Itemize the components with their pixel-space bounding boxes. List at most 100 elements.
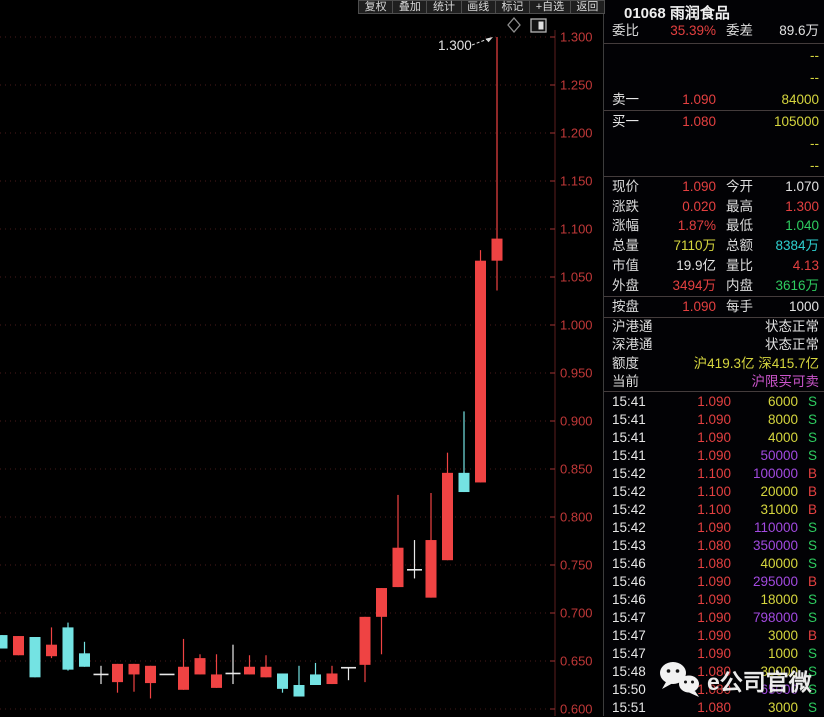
quote-value: 3616万 bbox=[775, 277, 819, 293]
tick-price: 1.100 bbox=[697, 501, 731, 517]
tick-price: 1.080 bbox=[697, 555, 731, 571]
orderbook-row: -- bbox=[604, 133, 824, 155]
quote-value: 3494万 bbox=[672, 277, 716, 293]
tick-price: 1.090 bbox=[697, 591, 731, 607]
toolbar-button-2[interactable]: 叠加 bbox=[392, 0, 428, 14]
quote-label: 量比 bbox=[726, 257, 753, 273]
axis-tick-label: 1.200 bbox=[560, 126, 593, 141]
separator bbox=[604, 317, 824, 318]
candle bbox=[475, 250, 486, 483]
separator bbox=[604, 296, 824, 297]
quote-row: 现价 1.090 今开 1.070 bbox=[604, 177, 824, 197]
orderbook-price: 1.080 bbox=[682, 114, 716, 129]
tick-volume: 4000 bbox=[767, 429, 798, 445]
candle bbox=[194, 654, 206, 675]
tick-side: B bbox=[807, 501, 817, 517]
tick-side: S bbox=[807, 519, 817, 535]
candle bbox=[442, 452, 453, 561]
quote-label: 最低 bbox=[726, 218, 753, 234]
tick-row: 15:46 1.090 18000 S bbox=[604, 591, 824, 609]
tick-side: S bbox=[807, 429, 817, 445]
orderbook-row: -- bbox=[604, 155, 824, 177]
candles bbox=[0, 37, 503, 699]
candle bbox=[425, 493, 437, 598]
hk-connect-row: 额度 沪419.3亿 深415.7亿 bbox=[604, 355, 824, 373]
watermark: e公司官微 bbox=[658, 660, 812, 700]
orderbook-row: -- bbox=[604, 45, 824, 67]
tick-volume: 8000 bbox=[767, 411, 798, 427]
weicha-value: 89.6万 bbox=[779, 23, 819, 38]
axis-tick-label: 1.000 bbox=[560, 318, 593, 333]
tick-time: 15:41 bbox=[612, 429, 646, 445]
tick-row: 15:46 1.090 295000 B bbox=[604, 573, 824, 591]
axis-tick-label: 1.150 bbox=[560, 174, 593, 189]
candle bbox=[491, 37, 503, 291]
quote-label: 涨跌 bbox=[612, 198, 639, 214]
toolbar-button-1[interactable]: 复权 bbox=[358, 0, 394, 14]
toolbar-button-3[interactable]: 统计 bbox=[426, 0, 462, 14]
candle bbox=[458, 411, 470, 493]
tick-price: 1.090 bbox=[697, 627, 731, 643]
quote-row: 涨跌 0.020 最高 1.300 bbox=[604, 197, 824, 217]
tick-price: 1.100 bbox=[697, 483, 731, 499]
tick-row: 15:41 1.090 6000 S bbox=[604, 393, 824, 411]
tick-row: 15:42 1.090 110000 S bbox=[604, 519, 824, 537]
tick-price: 1.090 bbox=[697, 411, 731, 427]
diamond-icon[interactable] bbox=[507, 17, 521, 33]
y-axis: 1.300 1.250 1.200 1.150 1.100 1.050 1.000 0.950… bbox=[550, 30, 593, 716]
candle bbox=[93, 665, 109, 685]
tick-volume: 295000 bbox=[752, 573, 798, 589]
quote-label: 涨幅 bbox=[612, 218, 639, 234]
toolbar-button-7[interactable]: 返回 bbox=[569, 0, 605, 14]
stock-title: 01068 雨润食品 bbox=[624, 5, 730, 22]
axis-tick-label: 0.950 bbox=[560, 366, 593, 381]
axis-tick-label: 0.650 bbox=[560, 654, 593, 669]
tick-row: 15:47 1.090 798000 S bbox=[604, 609, 824, 627]
tick-side: B bbox=[807, 627, 817, 643]
tick-side: S bbox=[807, 447, 817, 463]
lot-label: 每手 bbox=[726, 299, 753, 314]
tick-price: 1.090 bbox=[697, 447, 731, 463]
tick-row: 15:41 1.090 8000 S bbox=[604, 411, 824, 429]
quote-panel: 01068 雨润食品 委比 35.39% 委差 89.6万 -- -- 卖一 1.09… bbox=[603, 0, 824, 716]
watermark-text: e公司官微 bbox=[707, 669, 812, 695]
tick-row: 15:48 1.080 30000 S bbox=[604, 663, 824, 681]
anpan-value: 1.090 bbox=[682, 299, 716, 314]
axis-tick-label: 1.100 bbox=[560, 222, 593, 237]
axis-tick-label: 0.900 bbox=[560, 414, 593, 429]
toolbar-button-5[interactable]: 标记 bbox=[494, 0, 531, 14]
tick-price: 1.090 bbox=[697, 429, 731, 445]
toolbar-button-4[interactable]: 画线 bbox=[460, 0, 496, 14]
window-icon[interactable] bbox=[530, 18, 547, 33]
kline-chart[interactable]: 1.300 1.250 1.200 1.150 1.100 1.050 1.000 0.950… bbox=[0, 14, 603, 716]
tick-time: 15:41 bbox=[612, 393, 646, 409]
orderbook-label: 卖一 bbox=[612, 92, 639, 107]
anpan-label: 按盘 bbox=[612, 299, 639, 314]
tick-price: 1.100 bbox=[697, 465, 731, 481]
tick-row: 15:42 1.100 20000 B bbox=[604, 483, 824, 501]
orderbook-volume: 84000 bbox=[781, 92, 819, 107]
toolbar-button-6[interactable]: +自选 bbox=[529, 0, 571, 14]
axis-tick-label: 0.850 bbox=[560, 462, 593, 477]
hk-label: 深港通 bbox=[612, 337, 653, 353]
candle bbox=[244, 655, 255, 675]
quote-value: 19.9亿 bbox=[676, 257, 716, 273]
separator-mid-book bbox=[604, 110, 824, 111]
tick-row: 15:46 1.080 40000 S bbox=[604, 555, 824, 573]
quote-row: 市值 19.9亿 量比 4.13 bbox=[604, 256, 824, 276]
quote-row: 外盘 3494万 内盘 3616万 bbox=[604, 276, 824, 296]
tick-price: 1.080 bbox=[697, 699, 731, 715]
tick-time: 15:42 bbox=[612, 519, 646, 535]
hk-value: 状态正常 bbox=[765, 319, 819, 334]
candle bbox=[13, 636, 24, 656]
tick-time: 15:46 bbox=[612, 573, 646, 589]
quote-label: 最高 bbox=[726, 198, 753, 214]
tick-side: S bbox=[807, 699, 817, 715]
hk-connect-row: 沪港通 状态正常 bbox=[604, 318, 824, 336]
quote-value: 8384万 bbox=[775, 238, 819, 254]
quote-label: 现价 bbox=[612, 179, 639, 194]
candle bbox=[277, 673, 288, 693]
tick-volume: 50000 bbox=[760, 447, 798, 463]
axis-tick-label: 0.800 bbox=[560, 510, 593, 525]
